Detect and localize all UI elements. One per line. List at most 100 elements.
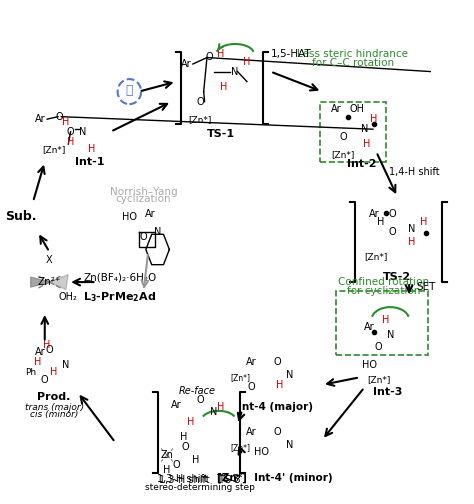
Text: O: O: [182, 443, 190, 453]
Text: O: O: [55, 112, 63, 121]
Text: O: O: [196, 97, 204, 107]
Text: Ar: Ar: [171, 400, 182, 410]
Text: H: H: [88, 144, 95, 154]
Text: TS-1: TS-1: [207, 129, 235, 139]
Text: O: O: [46, 345, 53, 355]
Text: Zn(BF₄)₂·6H₂O: Zn(BF₄)₂·6H₂O: [83, 272, 156, 282]
Text: O: O: [173, 460, 180, 470]
Polygon shape: [31, 277, 49, 287]
Text: N: N: [231, 67, 239, 77]
Text: Zn: Zn: [161, 450, 173, 460]
Text: H: H: [44, 340, 51, 350]
Text: N: N: [361, 124, 368, 134]
Text: Ar: Ar: [331, 104, 342, 114]
Text: Ar: Ar: [35, 114, 46, 124]
Text: N: N: [210, 407, 218, 417]
Text: H: H: [62, 117, 70, 127]
Text: N: N: [387, 330, 394, 340]
Text: O: O: [140, 232, 147, 242]
Text: for C–C rotation: for C–C rotation: [312, 58, 394, 68]
Text: stereo-determining step: stereo-determining step: [145, 483, 255, 492]
Text: Sub.: Sub.: [6, 210, 37, 223]
Text: Ar: Ar: [246, 357, 257, 367]
Text: N: N: [79, 127, 86, 137]
Text: O: O: [41, 375, 48, 385]
Text: O: O: [273, 427, 281, 437]
Text: H: H: [408, 237, 415, 247]
Text: cyclization: cyclization: [116, 195, 171, 204]
Text: [Zn*]: [Zn*]: [188, 115, 211, 123]
Text: H: H: [363, 139, 371, 149]
Text: O: O: [196, 395, 204, 405]
Text: H: H: [191, 455, 199, 465]
Text: [Zn*]: [Zn*]: [367, 375, 390, 385]
Text: OH₂: OH₂: [59, 292, 78, 302]
Text: [Zn*]: [Zn*]: [230, 373, 250, 382]
Text: Confined rotation: Confined rotation: [337, 277, 429, 287]
Text: H: H: [34, 357, 41, 367]
Text: Ar: Ar: [369, 209, 379, 219]
Text: HO: HO: [362, 360, 377, 370]
Text: O: O: [248, 383, 255, 392]
Text: H: H: [218, 402, 225, 412]
Text: [Zn*]  Int-4' (minor): [Zn*] Int-4' (minor): [217, 472, 333, 483]
Text: Int-1: Int-1: [75, 157, 105, 167]
Text: Ar: Ar: [145, 209, 156, 219]
Text: Less steric hindrance: Less steric hindrance: [297, 49, 408, 59]
Text: Ar: Ar: [246, 427, 257, 437]
Text: X: X: [46, 255, 53, 265]
Text: H: H: [220, 82, 227, 92]
Text: Ar: Ar: [35, 347, 46, 357]
Text: Int-3: Int-3: [374, 388, 403, 397]
Text: H: H: [419, 217, 427, 227]
Text: H: H: [377, 217, 384, 227]
Text: Norrish–Yang: Norrish–Yang: [109, 187, 177, 197]
Text: O: O: [273, 357, 281, 367]
Text: N: N: [408, 224, 415, 234]
Text: N: N: [154, 227, 161, 237]
Text: HO: HO: [254, 448, 269, 458]
Text: O: O: [67, 127, 74, 137]
Text: Int-2: Int-2: [347, 159, 377, 169]
Text: N: N: [285, 370, 293, 380]
Text: [Zn*]: [Zn*]: [230, 443, 250, 452]
Text: OH: OH: [350, 104, 365, 114]
Text: H: H: [187, 417, 194, 427]
Text: H: H: [180, 432, 187, 443]
Text: Re-face: Re-face: [179, 387, 216, 396]
Text: H: H: [50, 367, 58, 377]
Text: Prod.: Prod.: [37, 392, 71, 402]
Text: 1,4-H shift: 1,4-H shift: [389, 167, 439, 177]
Text: HO: HO: [122, 212, 137, 222]
Text: H: H: [67, 137, 74, 147]
Text: O: O: [389, 227, 396, 237]
Text: H: H: [243, 56, 251, 67]
Text: [Zn*]: [Zn*]: [365, 253, 388, 262]
Text: H: H: [164, 465, 171, 475]
Text: H: H: [218, 49, 225, 59]
Text: O: O: [206, 51, 213, 61]
Text: SET: SET: [416, 282, 435, 292]
Text: H: H: [276, 380, 283, 390]
Text: trans (major): trans (major): [25, 403, 84, 412]
Text: H: H: [370, 114, 378, 124]
Text: Ar: Ar: [364, 322, 374, 332]
Text: cis (minor): cis (minor): [30, 410, 78, 419]
Polygon shape: [49, 275, 68, 290]
Text: 1,3-H shift   TS-3: 1,3-H shift TS-3: [157, 474, 238, 484]
Text: TS-2: TS-2: [383, 272, 411, 282]
Text: 1,3-H shift   TS-3: 1,3-H shift TS-3: [159, 475, 241, 485]
Text: [Zn*]: [Zn*]: [43, 145, 66, 154]
Text: Ar: Ar: [181, 59, 191, 69]
Text: for cyclization: for cyclization: [346, 286, 420, 295]
Text: 💡: 💡: [126, 84, 133, 97]
Text: 1,5-HAT: 1,5-HAT: [271, 49, 312, 59]
Text: Ph: Ph: [25, 368, 36, 377]
Text: $\mathbf{L_3}$-$\mathbf{PrMe_2Ad}$: $\mathbf{L_3}$-$\mathbf{PrMe_2Ad}$: [83, 290, 156, 304]
Text: H: H: [382, 314, 389, 325]
Text: [Zn*]: [Zn*]: [332, 150, 355, 159]
Text: N: N: [62, 360, 70, 370]
Text: O: O: [389, 209, 396, 219]
Text: O: O: [375, 342, 383, 352]
Text: Zn²⁺: Zn²⁺: [38, 277, 61, 287]
